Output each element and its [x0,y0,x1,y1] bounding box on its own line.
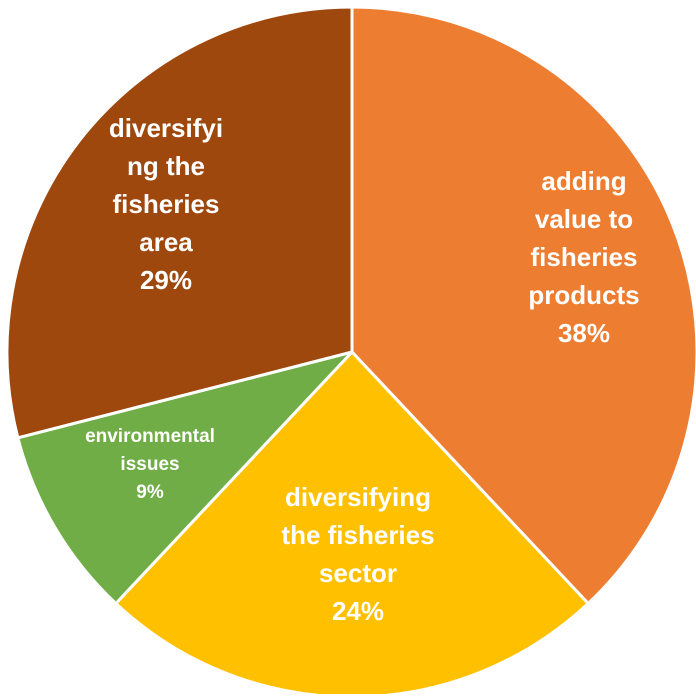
slice-label-line: the fisheries [281,520,434,550]
slice-label-2: environmental issues 9% [85,426,215,503]
slice-label-line: fisheries [531,242,638,272]
slice-percent-label: 24% [332,596,384,626]
slice-label-3: diversifyi ng the fisheries area 29% [109,113,223,295]
slice-percent-label: 38% [558,318,610,348]
slice-label-line: environmental [85,426,215,447]
pie-slice-3 [5,5,354,440]
slice-label-line: area [139,227,193,257]
slice-label-line: products [528,280,639,310]
slice-percent-label: 29% [140,265,192,295]
slice-label-1: diversifying the fisheries sector 24% [281,482,434,626]
slice-label-line: diversifying [285,482,431,512]
slice-label-line: fisheries [113,189,220,219]
slice-percent-label: 9% [136,482,164,503]
slice-label-line: adding [541,166,626,196]
slice-label-line: issues [120,454,179,475]
slice-label-line: diversifyi [109,113,223,143]
slice-label-line: value to [535,204,633,234]
pie-slice-0 [350,5,696,605]
slice-label-0: adding value to fisheries products 38% [528,166,639,348]
slice-label-line: sector [319,558,397,588]
slice-label-line: ng the [127,151,205,181]
pie-slice-2 [16,350,354,605]
